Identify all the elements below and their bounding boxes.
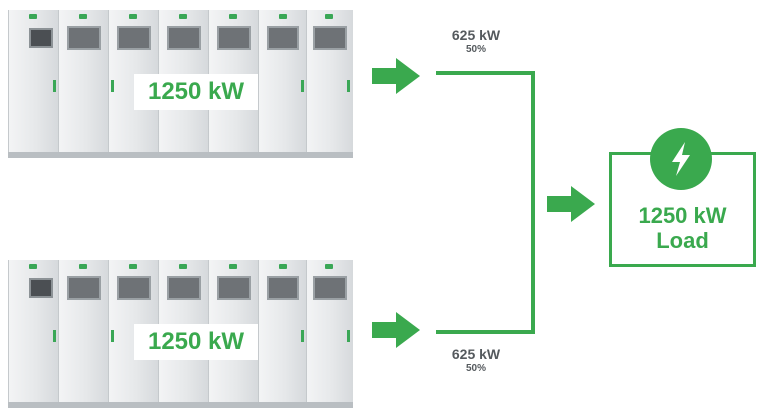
arrow-right-icon — [372, 58, 420, 94]
ups-unit-top: 1250 kW — [8, 10, 353, 158]
ups-rating-label: 1250 kW — [134, 74, 258, 110]
ups-unit-bottom: 1250 kW — [8, 260, 353, 408]
branch-power: 625 kW — [451, 27, 501, 43]
lightning-bolt-icon — [650, 128, 712, 190]
arrow-right-icon — [547, 186, 595, 222]
control-screen — [29, 28, 53, 48]
branch-power: 625 kW — [451, 346, 501, 362]
branch-share: 50% — [465, 44, 486, 55]
branch-label-bottom: 625 kW 50% — [431, 346, 521, 375]
branch-label-top: 625 kW 50% — [431, 27, 521, 56]
control-screen — [29, 278, 53, 298]
ups-rating-label: 1250 kW — [134, 324, 258, 360]
load-title: Load — [656, 228, 709, 253]
branch-share: 50% — [465, 363, 486, 374]
arrow-right-icon — [372, 312, 420, 348]
load-label: 1250 kW Load — [609, 203, 756, 253]
load-power: 1250 kW — [638, 203, 727, 228]
feed-line-top — [436, 71, 535, 334]
